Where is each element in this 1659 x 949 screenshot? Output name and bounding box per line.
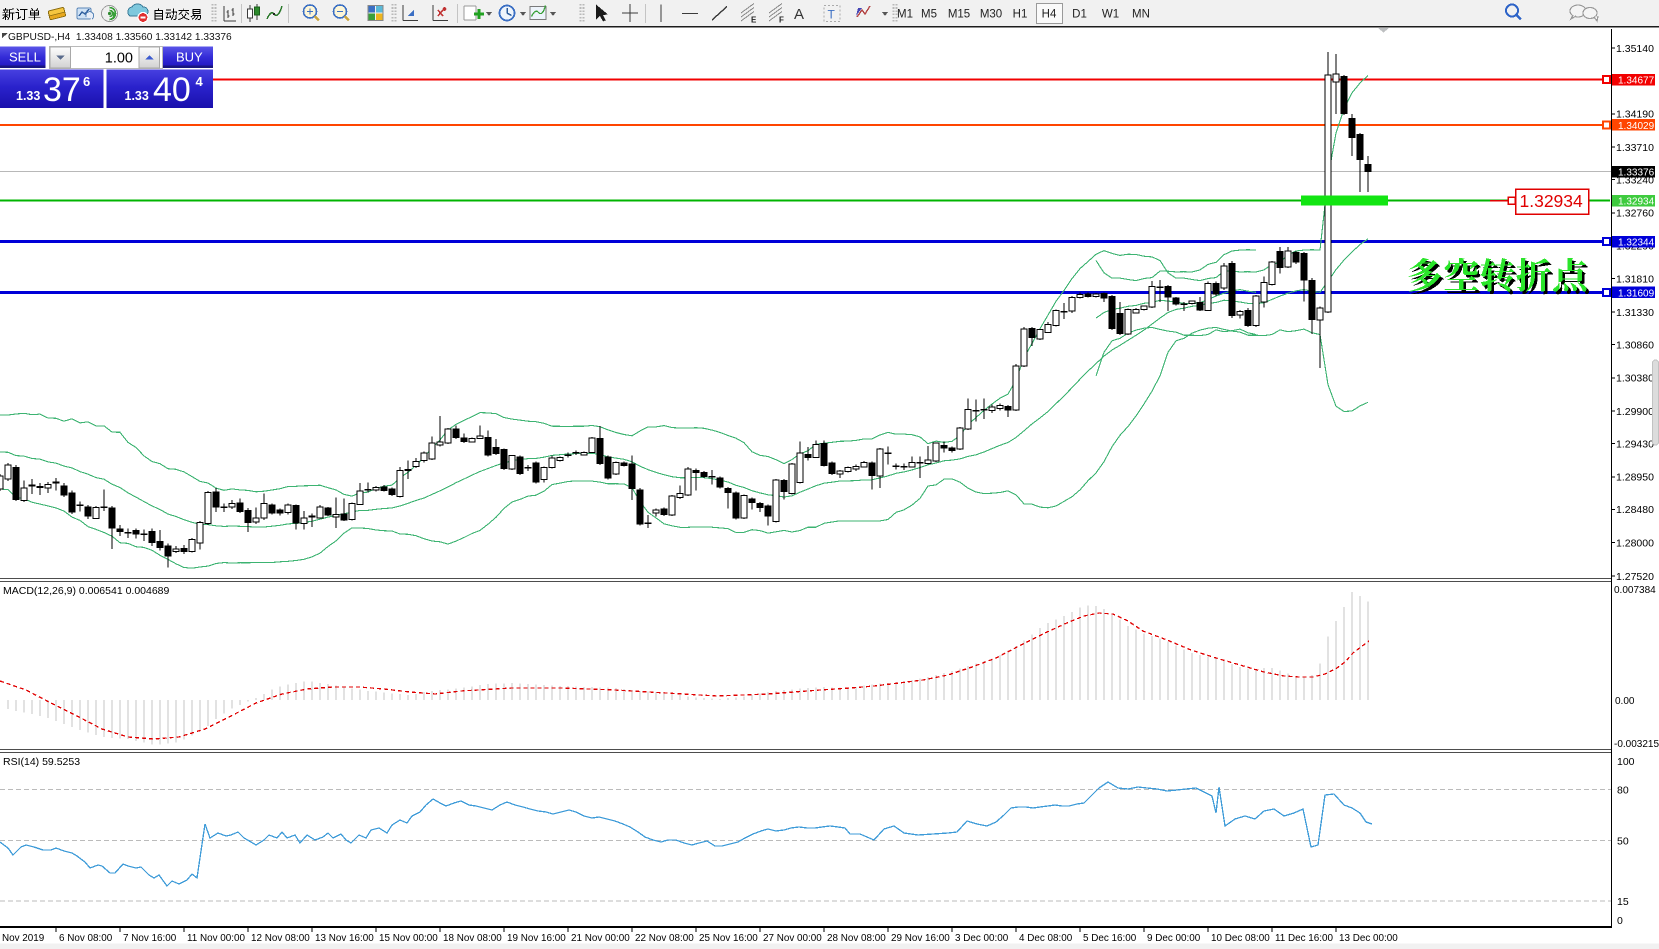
svg-text:80: 80: [1617, 785, 1629, 797]
svg-text:15: 15: [1617, 896, 1629, 908]
svg-text:SELL: SELL: [9, 50, 41, 65]
svg-text:A: A: [794, 6, 804, 23]
svg-text:0: 0: [1617, 915, 1623, 927]
svg-text:18 Nov 08:00: 18 Nov 08:00: [443, 933, 502, 944]
svg-text:MACD(12,26,9) 0.006541 0.00468: MACD(12,26,9) 0.006541 0.004689: [3, 585, 170, 597]
svg-text:H1: H1: [1013, 9, 1028, 21]
svg-text:12 Nov 08:00: 12 Nov 08:00: [251, 933, 310, 944]
svg-text:1.28000: 1.28000: [1616, 538, 1654, 550]
svg-text:50: 50: [1617, 836, 1629, 848]
svg-text:1.32760: 1.32760: [1616, 208, 1654, 220]
svg-text:D1: D1: [1072, 9, 1087, 21]
svg-text:3 Dec 00:00: 3 Dec 00:00: [955, 933, 1009, 944]
svg-text:13 Nov 16:00: 13 Nov 16:00: [315, 933, 374, 944]
svg-text:4: 4: [196, 74, 204, 89]
svg-text:E: E: [751, 16, 757, 25]
svg-text:1.34677: 1.34677: [1618, 76, 1655, 87]
svg-text:11 Nov 00:00: 11 Nov 00:00: [187, 933, 246, 944]
svg-text:1.33: 1.33: [16, 89, 40, 103]
svg-text:1.34190: 1.34190: [1616, 109, 1654, 121]
svg-text:1.32934: 1.32934: [1520, 191, 1584, 211]
svg-text:1.28950: 1.28950: [1616, 472, 1654, 484]
svg-text:40: 40: [153, 71, 191, 109]
svg-text:6 Nov 08:00: 6 Nov 08:00: [59, 933, 113, 944]
svg-text:1.34029: 1.34029: [1618, 121, 1655, 132]
svg-text:1.29900: 1.29900: [1616, 406, 1654, 418]
svg-text:19 Nov 16:00: 19 Nov 16:00: [507, 933, 566, 944]
svg-text:-0.003215: -0.003215: [1614, 739, 1659, 750]
svg-text:1.32344: 1.32344: [1618, 238, 1655, 249]
svg-text:1.33710: 1.33710: [1616, 142, 1654, 154]
svg-text:1.31810: 1.31810: [1616, 274, 1654, 286]
svg-text:29 Nov 16:00: 29 Nov 16:00: [891, 933, 950, 944]
svg-text:BUY: BUY: [176, 50, 203, 65]
svg-text:27 Nov 00:00: 27 Nov 00:00: [763, 933, 822, 944]
svg-text:1.29430: 1.29430: [1616, 438, 1654, 450]
svg-text:7 Nov 16:00: 7 Nov 16:00: [123, 933, 177, 944]
svg-text:M5: M5: [921, 9, 937, 21]
svg-text:1.00: 1.00: [105, 51, 133, 67]
svg-text:4 Dec 08:00: 4 Dec 08:00: [1019, 933, 1073, 944]
svg-text:1.33240: 1.33240: [1616, 174, 1654, 186]
svg-text:0.007384: 0.007384: [1614, 585, 1656, 596]
svg-text:1.33376: 1.33376: [1618, 168, 1655, 179]
svg-text:25 Nov 16:00: 25 Nov 16:00: [699, 933, 758, 944]
svg-text:21 Nov 00:00: 21 Nov 00:00: [571, 933, 630, 944]
svg-text:M15: M15: [948, 9, 970, 21]
svg-text:13 Dec 00:00: 13 Dec 00:00: [1339, 933, 1398, 944]
svg-text:T: T: [828, 8, 836, 22]
svg-text:37: 37: [43, 71, 81, 109]
svg-text:1.35140: 1.35140: [1616, 43, 1654, 55]
svg-text:GBPUSD-,H4 1.33408 1.33560 1.: GBPUSD-,H4 1.33408 1.33560 1.33142 1.333…: [8, 32, 232, 43]
svg-text:9 Dec 00:00: 9 Dec 00:00: [1147, 933, 1201, 944]
svg-text:1.30860: 1.30860: [1616, 339, 1654, 351]
svg-text:15 Nov 00:00: 15 Nov 00:00: [379, 933, 438, 944]
svg-text:10 Dec 08:00: 10 Dec 08:00: [1211, 933, 1270, 944]
svg-text:1.27520: 1.27520: [1616, 571, 1654, 583]
svg-text:1.33: 1.33: [125, 89, 149, 103]
svg-text:M1: M1: [897, 9, 913, 21]
svg-text:MN: MN: [1132, 9, 1150, 21]
svg-text:F: F: [779, 16, 784, 25]
svg-text:100: 100: [1617, 756, 1635, 768]
svg-text:6: 6: [83, 74, 90, 89]
svg-text:1.32934: 1.32934: [1618, 197, 1655, 208]
svg-text:0.00: 0.00: [1615, 696, 1635, 707]
svg-text:5 Dec 16:00: 5 Dec 16:00: [1083, 933, 1137, 944]
svg-text:H4: H4: [1042, 9, 1057, 21]
svg-text:22 Nov 08:00: 22 Nov 08:00: [635, 933, 694, 944]
svg-text:11 Dec 16:00: 11 Dec 16:00: [1275, 933, 1334, 944]
svg-text:1.30380: 1.30380: [1616, 373, 1654, 385]
svg-text:M30: M30: [980, 9, 1002, 21]
svg-text:1.31609: 1.31609: [1618, 288, 1655, 299]
svg-text:1.28480: 1.28480: [1616, 504, 1654, 516]
svg-text:28 Nov 08:00: 28 Nov 08:00: [827, 933, 886, 944]
svg-text:RSI(14) 59.5253: RSI(14) 59.5253: [3, 756, 80, 768]
svg-text:Nov 2019: Nov 2019: [2, 933, 45, 944]
svg-text:1.31330: 1.31330: [1616, 307, 1654, 319]
svg-text:W1: W1: [1102, 9, 1119, 21]
